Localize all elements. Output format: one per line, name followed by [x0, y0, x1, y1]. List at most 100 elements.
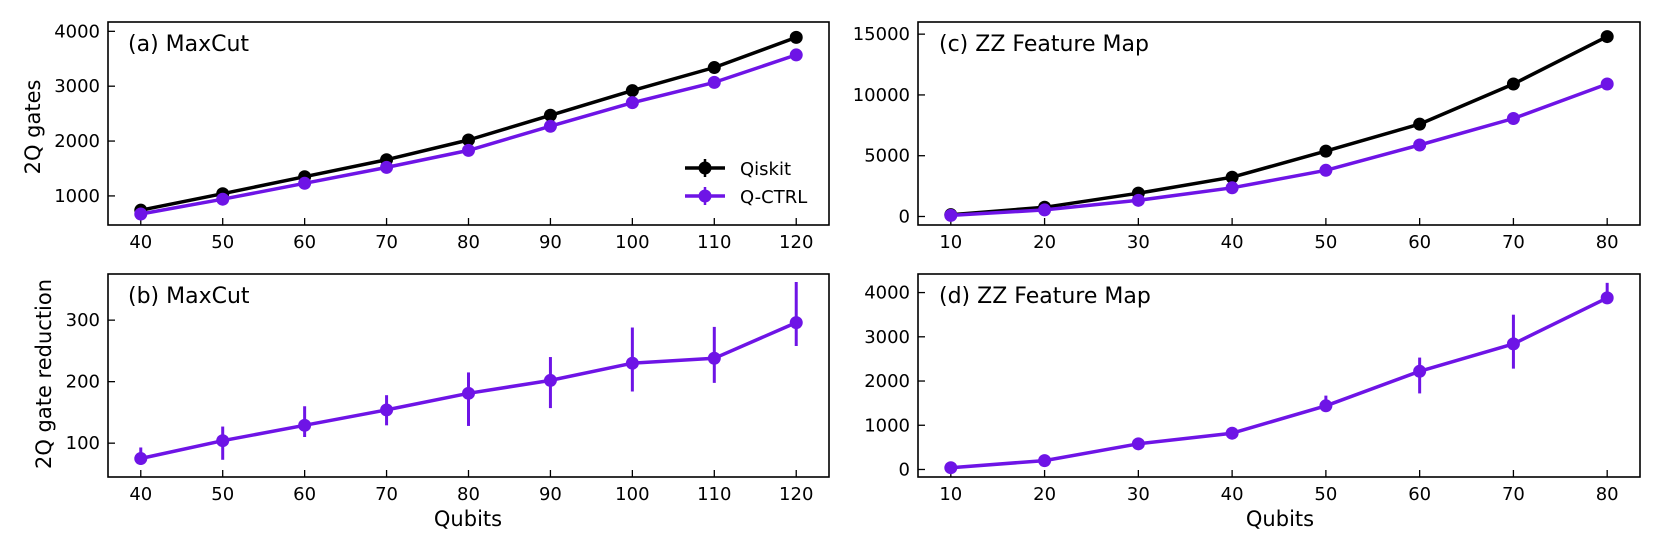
- y-tick-label-d: 0: [899, 459, 910, 480]
- panel-d-x-axis-label: Qubits: [1246, 507, 1314, 531]
- data-point-qctrl-b: [380, 403, 394, 417]
- x-tick-label-c: 50: [1314, 232, 1337, 253]
- y-tick-label-b: 200: [66, 372, 100, 393]
- data-point-qiskit-c: [1600, 30, 1614, 44]
- legend-label-qiskit: Qiskit: [740, 159, 791, 180]
- legend-item-qctrl: Q-CTRL: [685, 187, 807, 208]
- y-tick-label-d: 3000: [864, 327, 910, 348]
- data-point-qctrl-d: [1319, 399, 1333, 413]
- x-tick-label-a: 80: [457, 232, 480, 253]
- data-point-qiskit-c: [1413, 117, 1427, 131]
- y-tick-label-b: 100: [66, 433, 100, 454]
- x-tick-label-d: 50: [1314, 484, 1337, 505]
- panel-c: 10 20 30 40 50 60 70 80 0 5000 10000 15000 (c) ZZ F…: [853, 21, 1641, 253]
- data-point-qctrl-a: [625, 96, 639, 110]
- data-point-qctrl-b: [134, 452, 148, 466]
- x-tick-label-a: 40: [129, 232, 152, 253]
- panel-a: 40 50 60 70 80 90 100 110 120 1000 2000 3000 4000 (a…: [21, 21, 830, 253]
- series-line-qctrl-d: [950, 296, 1608, 470]
- data-point-qctrl-c: [944, 208, 958, 222]
- data-point-qiskit-a: [625, 84, 639, 98]
- x-tick-label-d: 70: [1502, 484, 1525, 505]
- data-point-qiskit-a: [707, 61, 721, 75]
- data-point-qctrl-a: [543, 119, 557, 133]
- x-tick-label-d: 60: [1408, 484, 1431, 505]
- data-point-qctrl-b: [462, 386, 475, 400]
- data-point-qctrl-d: [1506, 337, 1520, 351]
- data-point-qctrl-b: [707, 351, 721, 365]
- y-tick-label-a: 4000: [54, 21, 100, 42]
- y-tick-label-c: 5000: [864, 146, 910, 167]
- plot-area-a: 40 50 60 70 80 90 100 110 120 1000 2000 3000 4000: [54, 21, 830, 253]
- x-tick-label-d: 80: [1596, 484, 1619, 505]
- x-tick-label-c: 20: [1033, 232, 1056, 253]
- data-point-qctrl-c: [1600, 77, 1614, 91]
- series-line-qctrl-c: [950, 82, 1608, 218]
- plot-area-c: 10 20 30 40 50 60 70 80 0 5000 10000 15000: [853, 21, 1641, 253]
- data-point-qctrl-c: [1506, 112, 1520, 126]
- y-tick-label-a: 3000: [54, 76, 100, 97]
- x-tick-label-c: 40: [1221, 232, 1244, 253]
- y-tick-label-c: 0: [899, 206, 910, 227]
- panel-b: 40 50 60 70 80 90 100 110 120 100 200 300 (b) MaxCu…: [32, 273, 830, 531]
- data-point-qiskit-a: [543, 108, 557, 122]
- data-point-qctrl-a: [462, 143, 475, 157]
- x-tick-label-b: 40: [129, 484, 152, 505]
- series-line-qiskit-c: [950, 35, 1608, 217]
- y-tick-label-a: 2000: [54, 131, 100, 152]
- panel-d-title: (d) ZZ Feature Map: [939, 284, 1151, 309]
- data-point-qctrl-b: [789, 316, 803, 330]
- x-tick-label-c: 70: [1502, 232, 1525, 253]
- data-point-qctrl-a: [134, 207, 148, 221]
- x-tick-label-c: 10: [939, 232, 962, 253]
- y-tick-label-a: 1000: [54, 186, 100, 207]
- data-point-qctrl-c: [1225, 181, 1239, 195]
- data-point-qiskit-c: [1225, 170, 1239, 184]
- x-tick-label-b: 100: [615, 484, 649, 505]
- panel-a-y-axis-label: 2Q gates: [21, 80, 45, 175]
- plot-frame-d: [917, 273, 1641, 478]
- legend: Qiskit Q-CTRL: [685, 159, 807, 208]
- data-point-qctrl-c: [1319, 163, 1333, 177]
- data-point-qctrl-d: [1131, 437, 1145, 451]
- x-tick-label-b: 90: [539, 484, 562, 505]
- panel-c-title: (c) ZZ Feature Map: [939, 32, 1149, 57]
- x-tick-label-a: 70: [375, 232, 398, 253]
- x-tick-label-d: 20: [1033, 484, 1056, 505]
- plot-area-d: 10 20 30 40 50 60 70 80 0 1000 2000 3000 4000: [864, 273, 1641, 505]
- data-point-qctrl-d: [1600, 291, 1614, 305]
- data-point-qctrl-b: [543, 373, 557, 387]
- x-tick-label-d: 10: [939, 484, 962, 505]
- data-point-qiskit-a: [789, 30, 803, 44]
- data-point-qctrl-a: [380, 160, 394, 174]
- data-point-qctrl-b: [298, 418, 312, 432]
- data-point-qctrl-a: [789, 48, 803, 62]
- data-point-qiskit-c: [1506, 77, 1520, 91]
- x-tick-label-a: 60: [293, 232, 316, 253]
- x-tick-label-c: 80: [1596, 232, 1619, 253]
- x-tick-label-c: 30: [1127, 232, 1150, 253]
- data-point-qctrl-c: [1413, 138, 1427, 152]
- x-tick-label-b: 70: [375, 484, 398, 505]
- data-point-qctrl-a: [707, 75, 721, 89]
- y-tick-label-c: 10000: [853, 85, 910, 106]
- x-tick-label-d: 40: [1221, 484, 1244, 505]
- y-tick-label-d: 4000: [864, 283, 910, 304]
- plot-frame-c: [917, 21, 1641, 226]
- panel-b-y-axis-label: 2Q gate reduction: [32, 279, 56, 469]
- data-point-qctrl-d: [944, 461, 958, 475]
- x-tick-label-b: 110: [697, 484, 731, 505]
- panel-d: 10 20 30 40 50 60 70 80 0 1000 2000 3000 4000 (d) ZZ…: [864, 273, 1641, 531]
- x-tick-label-c: 60: [1408, 232, 1431, 253]
- x-tick-label-a: 120: [779, 232, 813, 253]
- data-point-qiskit-a: [462, 133, 475, 147]
- data-point-qctrl-a: [298, 176, 312, 190]
- plot-area-b: 40 50 60 70 80 90 100 110 120 100 200 300: [66, 273, 830, 505]
- data-point-qctrl-d: [1038, 454, 1052, 468]
- x-tick-label-a: 90: [539, 232, 562, 253]
- y-tick-label-c: 15000: [853, 24, 910, 45]
- data-point-qctrl-c: [1038, 203, 1052, 217]
- x-tick-label-b: 60: [293, 484, 316, 505]
- data-point-qctrl-c: [1131, 193, 1145, 207]
- panel-b-x-axis-label: Qubits: [434, 507, 502, 531]
